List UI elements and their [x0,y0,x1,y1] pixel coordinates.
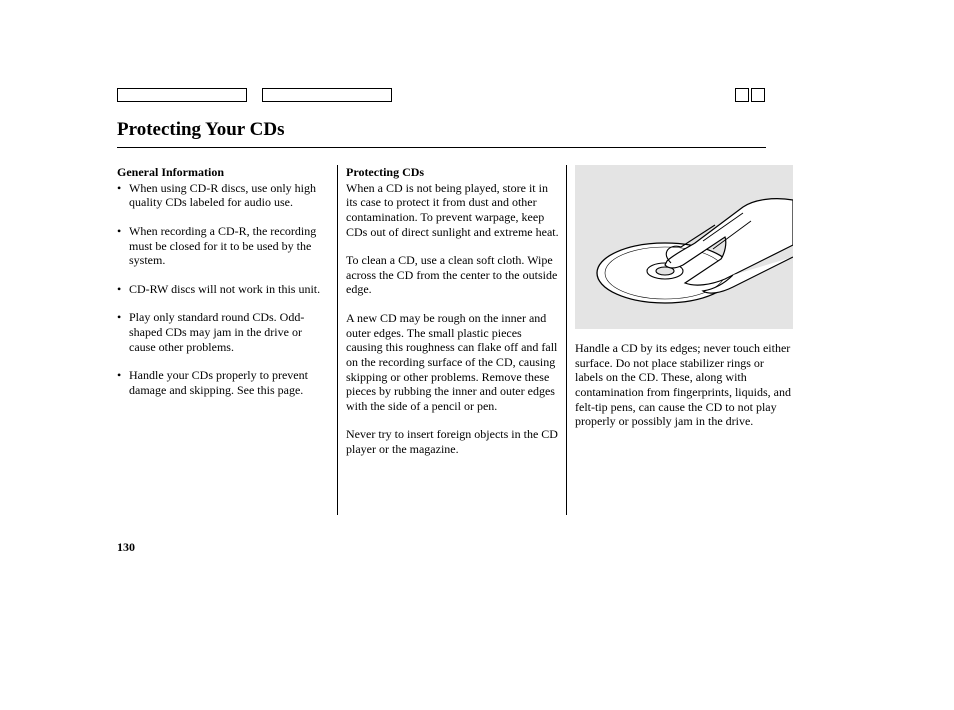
cd-hand-icon [575,165,793,329]
crop-mark-box [735,88,749,102]
col2-heading: Protecting CDs [346,165,560,180]
col1-heading: General Information [117,165,331,180]
page-number: 130 [117,540,135,555]
col1-bullet-list: When using CD-R discs, use only high qua… [117,181,331,398]
col2-para: Never try to insert foreign objects in t… [346,427,560,456]
bullet-text: Handle your CDs properly to prevent dama… [129,368,308,397]
list-item: When using CD-R discs, use only high qua… [117,181,331,210]
column-divider [566,165,567,515]
col2-para: A new CD may be rough on the inner and o… [346,311,560,413]
bullet-text: When using CD-R discs, use only high qua… [129,181,316,210]
bullet-text: Play only standard round CDs. Odd-shaped… [129,310,304,353]
column-3: Handle a CD by its edges; never touch ei… [569,165,793,515]
column-divider [337,165,338,515]
column-2: Protecting CDs When a CD is not being pl… [340,165,564,515]
list-item: CD-RW discs will not work in this unit. [117,282,331,297]
col2-para: When a CD is not being played, store it … [346,181,560,240]
list-item: Handle your CDs properly to prevent dama… [117,368,331,397]
crop-mark-box [751,88,765,102]
content-columns: General Information When using CD-R disc… [117,165,793,515]
page-title: Protecting Your CDs [117,119,766,148]
column-1: General Information When using CD-R disc… [117,165,335,515]
col2-para: To clean a CD, use a clean soft cloth. W… [346,253,560,297]
bullet-text: CD-RW discs will not work in this unit. [129,282,320,296]
crop-mark-box [262,88,392,102]
list-item: Play only standard round CDs. Odd-shaped… [117,310,331,354]
col3-para: Handle a CD by its edges; never touch ei… [575,341,793,429]
bullet-text: When recording a CD-R, the recording mus… [129,224,316,267]
crop-mark-box [117,88,247,102]
cd-hand-illustration [575,165,793,329]
list-item: When recording a CD-R, the recording mus… [117,224,331,268]
